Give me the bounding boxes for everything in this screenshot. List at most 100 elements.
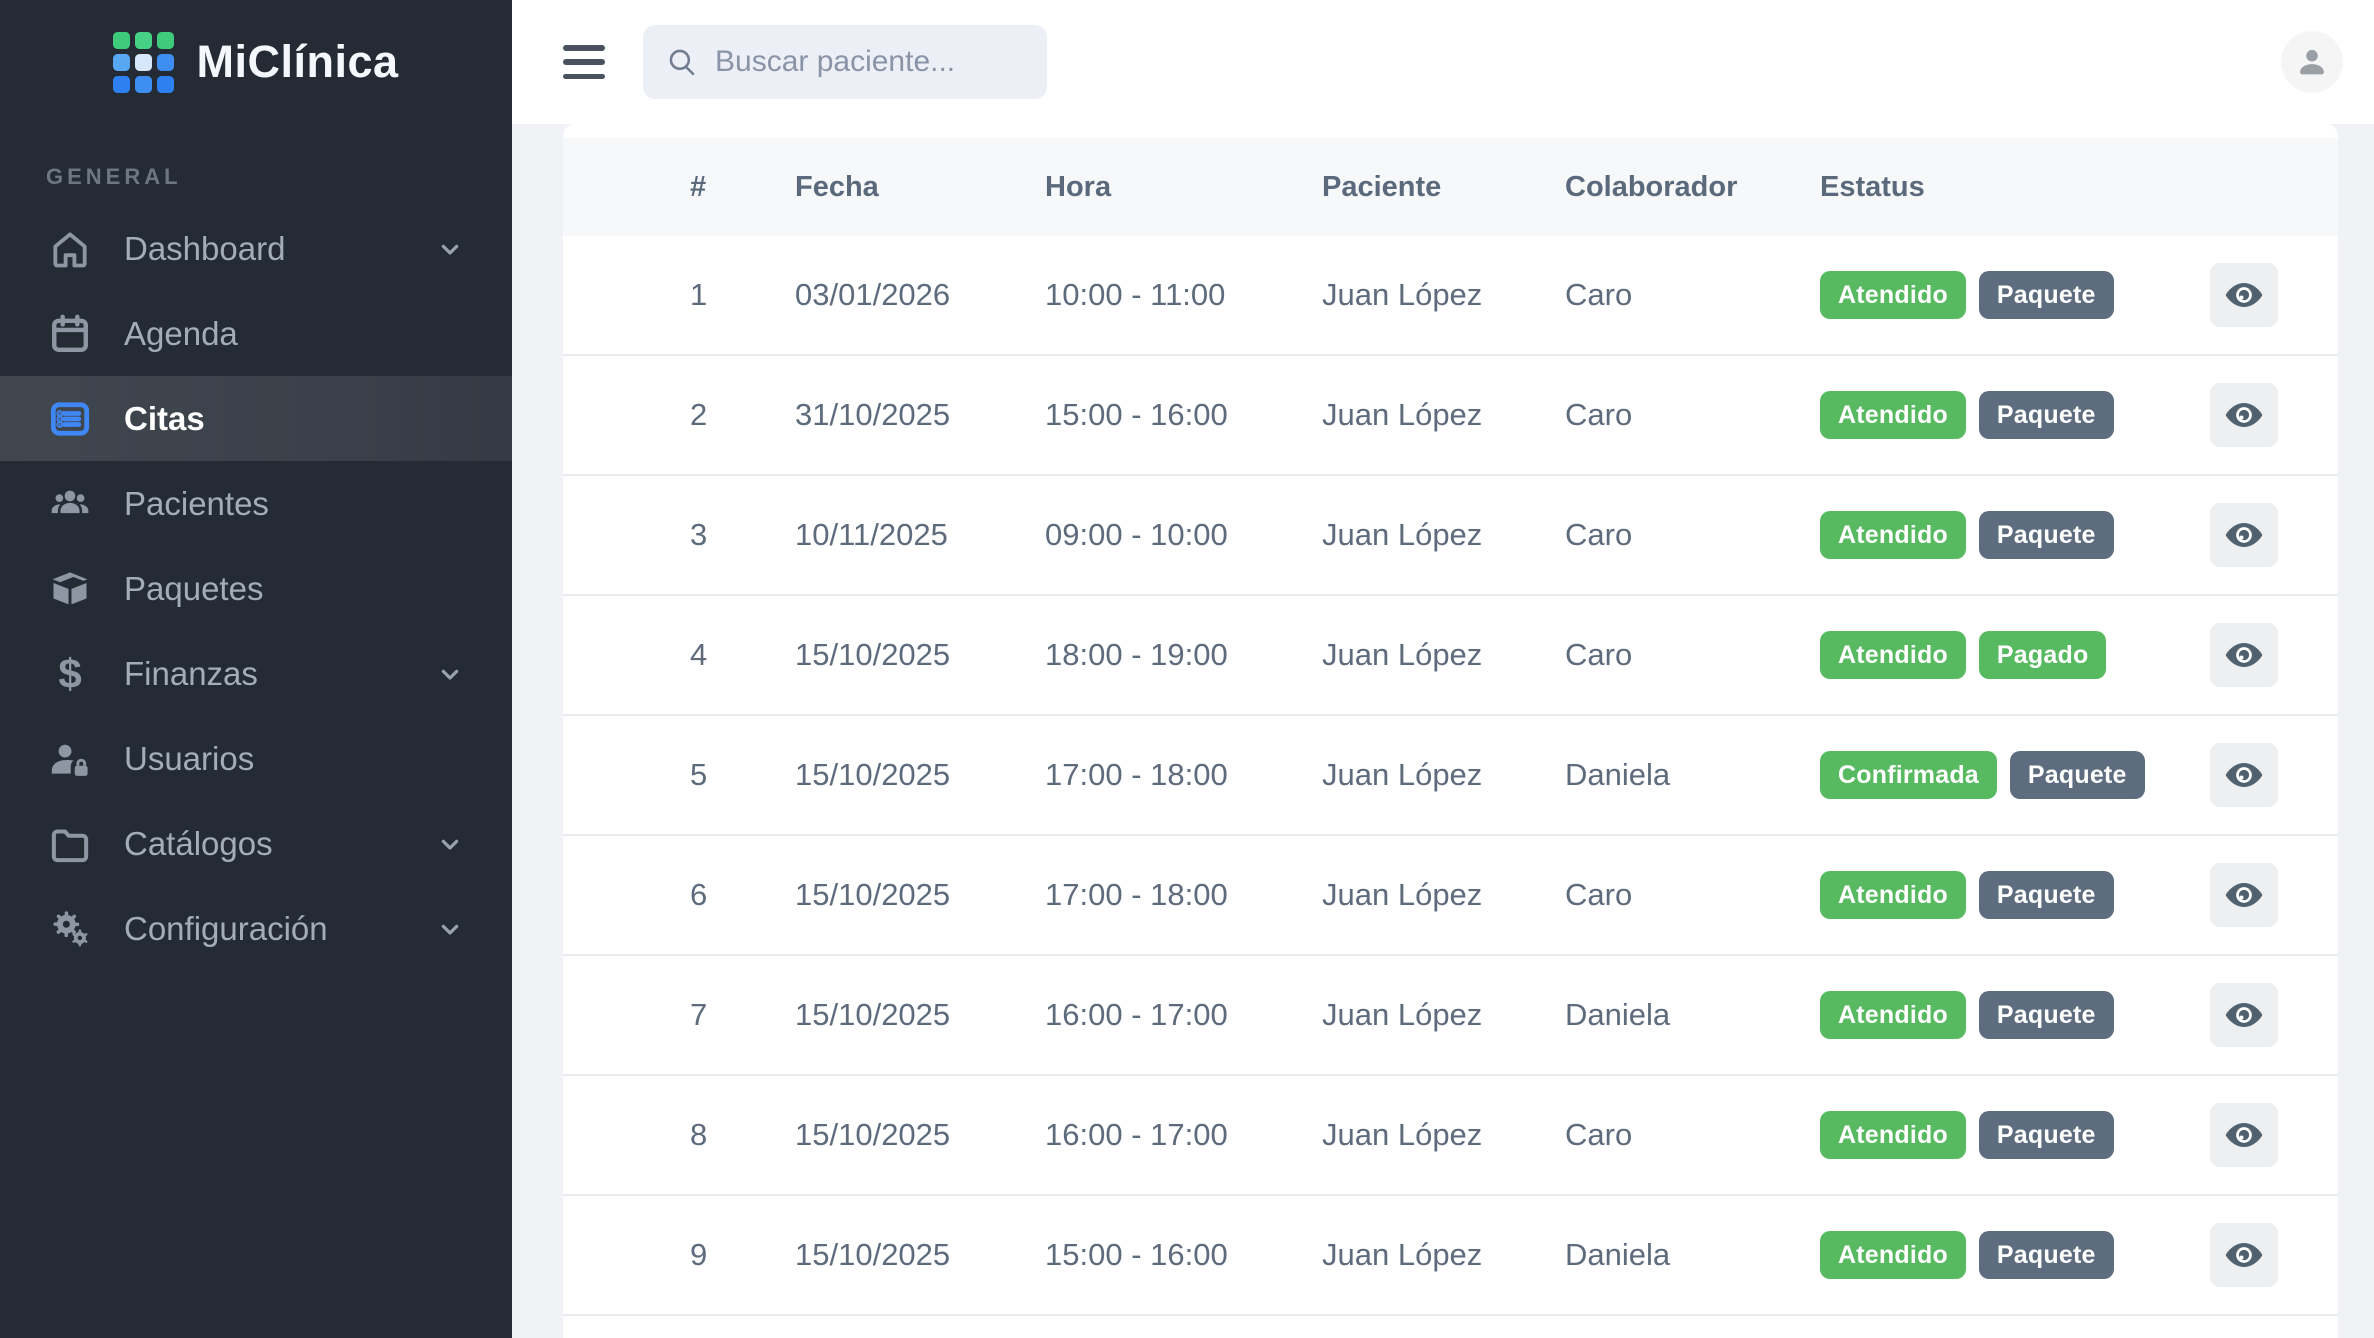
row-paciente: Juan López	[1322, 517, 1483, 552]
view-appointment-button[interactable]	[2210, 383, 2278, 447]
status-badge: Paquete	[1978, 991, 2114, 1039]
row-number: 5	[690, 757, 708, 792]
user-avatar[interactable]	[2281, 31, 2343, 93]
status-badge: Atendido	[1820, 1231, 1966, 1279]
badge-group: Atendido Paquete	[1820, 1111, 2150, 1159]
sidebar-item-catalogos[interactable]: Catálogos	[0, 801, 512, 886]
column-header-fecha: Fecha	[795, 170, 879, 203]
row-fecha: 15/10/2025	[795, 877, 951, 912]
badge-group: Atendido Paquete	[1820, 991, 2150, 1039]
row-paciente: Juan López	[1322, 877, 1483, 912]
status-badge: Atendido	[1820, 271, 1966, 319]
sidebar-item-label: Usuarios	[124, 739, 255, 777]
row-number: 6	[690, 877, 708, 912]
status-badge: Pagado	[1978, 631, 2107, 679]
table-row: 9 15/10/2025 15:00 - 16:00 Juan López Da…	[563, 1196, 2338, 1316]
calendar-icon	[46, 310, 94, 358]
view-appointment-button[interactable]	[2210, 623, 2278, 687]
gears-icon	[46, 905, 94, 953]
row-actions	[2150, 623, 2338, 687]
sidebar-item-paquetes[interactable]: Paquetes	[0, 546, 512, 631]
sidebar-item-finanzas[interactable]: $ Finanzas	[0, 631, 512, 716]
eye-icon	[2225, 523, 2263, 547]
view-appointment-button[interactable]	[2210, 263, 2278, 327]
row-paciente: Juan López	[1322, 637, 1483, 672]
row-hora: 10:00 - 11:00	[1045, 277, 1226, 312]
badge-group: Confirmada Paquete	[1820, 751, 2150, 799]
user-lock-icon	[46, 735, 94, 783]
row-number: 8	[690, 1117, 708, 1152]
view-appointment-button[interactable]	[2210, 1103, 2278, 1167]
row-paciente: Juan López	[1322, 1237, 1483, 1272]
sidebar-item-configuracion[interactable]: Configuración	[0, 886, 512, 971]
sidebar-item-citas[interactable]: Citas	[0, 376, 512, 461]
sidebar-item-label: Configuración	[124, 909, 328, 947]
row-number: 1	[690, 277, 708, 312]
badge-group: Atendido Paquete	[1820, 871, 2150, 919]
view-appointment-button[interactable]	[2210, 863, 2278, 927]
home-icon	[46, 225, 94, 273]
app-logo: MiClínica	[0, 0, 512, 124]
column-header-paciente: Paciente	[1322, 170, 1442, 203]
view-appointment-button[interactable]	[2210, 983, 2278, 1047]
row-colaborador: Daniela	[1565, 757, 1671, 792]
row-paciente: Juan López	[1322, 1117, 1483, 1152]
column-header-estatus: Estatus	[1820, 170, 1925, 203]
table-row: 7 15/10/2025 16:00 - 17:00 Juan López Da…	[563, 956, 2338, 1076]
row-fecha: 31/10/2025	[795, 397, 951, 432]
eye-icon	[2225, 1003, 2263, 1027]
sidebar-item-usuarios[interactable]: Usuarios	[0, 716, 512, 801]
row-paciente: Juan López	[1322, 397, 1483, 432]
appointments-table-card: # Fecha Hora Paciente Colaborador Estatu…	[563, 124, 2338, 1338]
menu-toggle-button[interactable]	[563, 45, 605, 79]
sidebar: MiClínica GENERAL Dashboard	[0, 0, 512, 1338]
row-fecha: 15/10/2025	[795, 637, 951, 672]
search-box[interactable]	[643, 25, 1047, 99]
column-header-hora: Hora	[1045, 170, 1112, 203]
row-fecha: 15/10/2025	[795, 1117, 951, 1152]
search-input[interactable]	[715, 45, 1025, 79]
row-colaborador: Caro	[1565, 877, 1633, 912]
sidebar-item-agenda[interactable]: Agenda	[0, 291, 512, 376]
row-number: 3	[690, 517, 708, 552]
status-badge: Atendido	[1820, 871, 1966, 919]
row-actions	[2150, 383, 2338, 447]
eye-icon	[2225, 643, 2263, 667]
table-row: 8 15/10/2025 16:00 - 17:00 Juan López Ca…	[563, 1076, 2338, 1196]
row-number: 7	[690, 997, 708, 1032]
eye-icon	[2225, 1123, 2263, 1147]
list-icon	[46, 395, 94, 443]
row-fecha: 15/10/2025	[795, 997, 951, 1032]
column-header-colaborador: Colaborador	[1565, 170, 1738, 203]
row-number: 2	[690, 397, 708, 432]
status-badge: Atendido	[1820, 991, 1966, 1039]
row-number: 9	[690, 1237, 708, 1272]
eye-icon	[2225, 763, 2263, 787]
table-body: 1 03/01/2026 10:00 - 11:00 Juan López Ca…	[563, 236, 2338, 1316]
table-row: 2 31/10/2025 15:00 - 16:00 Juan López Ca…	[563, 356, 2338, 476]
row-hora: 15:00 - 16:00	[1045, 1237, 1228, 1272]
row-colaborador: Caro	[1565, 517, 1633, 552]
dollar-icon: $	[58, 649, 82, 697]
sidebar-nav: Dashboard Agenda	[0, 206, 512, 971]
table-row: 5 15/10/2025 17:00 - 18:00 Juan López Da…	[563, 716, 2338, 836]
row-fecha: 10/11/2025	[795, 517, 948, 552]
view-appointment-button[interactable]	[2210, 503, 2278, 567]
row-colaborador: Caro	[1565, 277, 1633, 312]
table-header-row: # Fecha Hora Paciente Colaborador Estatu…	[563, 138, 2338, 236]
status-badge: Confirmada	[1820, 751, 1997, 799]
logo-grid-icon	[113, 31, 175, 93]
sidebar-item-pacientes[interactable]: Pacientes	[0, 461, 512, 546]
badge-group: Atendido Paquete	[1820, 1231, 2150, 1279]
package-icon	[46, 565, 94, 613]
view-appointment-button[interactable]	[2210, 1223, 2278, 1287]
chevron-down-icon	[434, 658, 466, 690]
table-row: 3 10/11/2025 09:00 - 10:00 Juan López Ca…	[563, 476, 2338, 596]
status-badge: Paquete	[1978, 1231, 2114, 1279]
status-badge: Atendido	[1820, 631, 1966, 679]
row-fecha: 03/01/2026	[795, 277, 951, 312]
view-appointment-button[interactable]	[2210, 743, 2278, 807]
sidebar-item-dashboard[interactable]: Dashboard	[0, 206, 512, 291]
row-hora: 17:00 - 18:00	[1045, 757, 1228, 792]
status-badge: Atendido	[1820, 1111, 1966, 1159]
